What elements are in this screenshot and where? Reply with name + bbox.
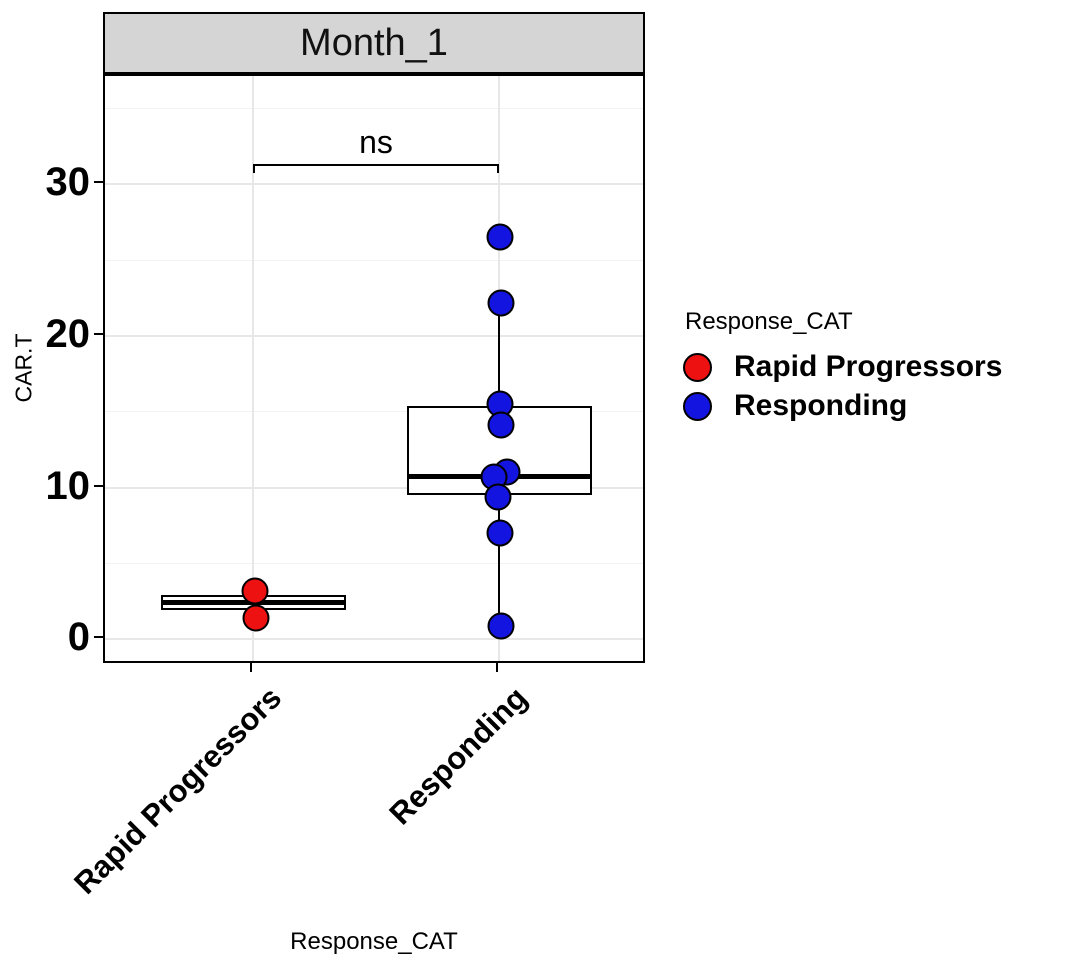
x-axis-title: Response_CAT bbox=[290, 928, 458, 955]
data-point bbox=[484, 483, 512, 511]
significance-bracket bbox=[253, 164, 499, 167]
data-point bbox=[487, 612, 515, 640]
gridline-minor bbox=[105, 107, 643, 109]
x-tick-label: Rapid Progressors bbox=[66, 680, 288, 901]
x-tick-mark bbox=[496, 663, 498, 672]
y-tick-label: 20 bbox=[45, 311, 91, 356]
x-tick-label: Responding bbox=[382, 680, 534, 832]
legend-entry: Responding bbox=[683, 391, 1002, 421]
data-point bbox=[242, 604, 270, 632]
legend-key-icon bbox=[683, 391, 712, 421]
whisker-upper bbox=[498, 302, 500, 406]
legend-entries: Rapid Progressors Responding bbox=[683, 352, 1002, 421]
whisker-lower bbox=[498, 495, 500, 626]
data-point bbox=[486, 519, 514, 547]
data-point bbox=[241, 577, 269, 605]
gridline-minor bbox=[105, 562, 643, 564]
data-point bbox=[486, 223, 514, 251]
gridline-minor bbox=[105, 259, 643, 261]
legend-entry-label: Rapid Progressors bbox=[734, 350, 1003, 383]
significance-bracket-end bbox=[253, 164, 255, 174]
facet-strip: Month_1 bbox=[103, 12, 645, 74]
legend: Response_CAT Rapid Progressors Responding bbox=[683, 308, 1002, 430]
x-tick-mark bbox=[250, 663, 252, 672]
y-tick-mark bbox=[94, 181, 103, 184]
legend-entry-label: Responding bbox=[734, 389, 908, 422]
y-tick-label: 30 bbox=[45, 160, 91, 205]
legend-title: Response_CAT bbox=[685, 308, 853, 335]
data-point bbox=[487, 289, 515, 317]
legend-key-icon bbox=[683, 352, 712, 382]
gridline-major bbox=[105, 334, 643, 337]
gridline-major bbox=[105, 486, 643, 489]
data-point bbox=[487, 411, 515, 439]
legend-entry: Rapid Progressors bbox=[683, 352, 1002, 382]
gridline-minor bbox=[105, 411, 643, 413]
gridline-major bbox=[105, 183, 643, 186]
y-tick-label: 0 bbox=[67, 615, 90, 660]
y-tick-mark bbox=[94, 484, 103, 487]
y-tick-mark bbox=[94, 332, 103, 335]
facet-title: Month_1 bbox=[300, 21, 448, 64]
plot-panel: ns bbox=[103, 74, 645, 663]
significance-bracket-end bbox=[497, 164, 499, 174]
y-tick-mark bbox=[94, 636, 103, 639]
gridline-major bbox=[105, 638, 643, 641]
significance-label: ns bbox=[359, 124, 393, 161]
y-tick-label: 10 bbox=[45, 463, 91, 508]
gridline-vertical bbox=[252, 76, 254, 661]
